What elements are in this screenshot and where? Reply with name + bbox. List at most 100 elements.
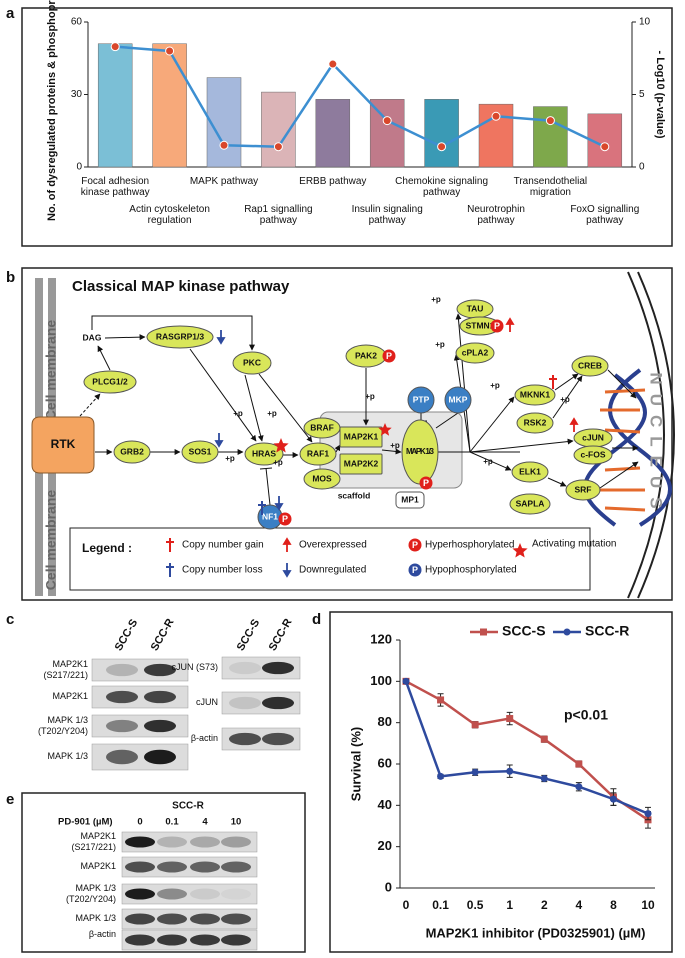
node bbox=[565, 479, 601, 501]
arrow bbox=[258, 373, 313, 443]
node bbox=[299, 442, 337, 466]
phospho-label: +p bbox=[225, 454, 235, 463]
arrow bbox=[79, 393, 101, 417]
copy-loss-mark bbox=[258, 501, 266, 515]
phospho-label: +p bbox=[490, 381, 500, 390]
hyperphospho-badge bbox=[382, 349, 396, 363]
phospho-label: +p bbox=[431, 295, 441, 304]
legend-copy-gain bbox=[166, 538, 174, 552]
blot-band-signal bbox=[190, 913, 220, 925]
node-label: PTP bbox=[413, 394, 430, 404]
dose-label: 4 bbox=[202, 817, 208, 828]
legend-marker bbox=[563, 628, 571, 636]
hyperphospho-badge bbox=[490, 319, 504, 333]
y-tick-label: 0 bbox=[76, 162, 82, 173]
blot-band-signal bbox=[157, 934, 187, 946]
bar bbox=[424, 99, 459, 168]
x-tick-label: Rap1 signalling pathway bbox=[244, 204, 313, 226]
blot-band-signal bbox=[157, 888, 187, 900]
marker bbox=[540, 735, 548, 743]
overexpressed-arrow bbox=[569, 417, 579, 432]
hyperphospho-badge bbox=[278, 512, 292, 526]
x-tick-label: 10 bbox=[641, 898, 655, 912]
y2-tick-label: 0 bbox=[639, 162, 645, 173]
blot-band-signal bbox=[221, 888, 251, 900]
blot-band-signal bbox=[190, 934, 220, 946]
blot-band-signal bbox=[221, 913, 251, 925]
p-value-marker bbox=[545, 116, 555, 126]
y-axis-label: No. of dysregulated proteins & phosphopr… bbox=[46, 0, 58, 221]
node-label: MAPK 1/3 bbox=[406, 447, 435, 456]
node bbox=[509, 493, 551, 515]
arrow bbox=[547, 477, 567, 487]
panel-b-frame bbox=[21, 267, 673, 601]
node-label: MKP bbox=[449, 394, 468, 404]
legend-hypophospho bbox=[408, 563, 422, 577]
x-tick-label: Chemokine signaling pathway bbox=[395, 176, 489, 198]
blot-band bbox=[121, 831, 258, 853]
p-value-line bbox=[115, 45, 606, 149]
marker bbox=[609, 795, 617, 803]
node-label: TAU bbox=[467, 303, 484, 313]
x-tick-label: Transendothelial migration bbox=[513, 176, 588, 198]
node-label: HRAS bbox=[252, 448, 276, 458]
x-tick-label: Focal adhesion kinase pathway bbox=[80, 176, 150, 198]
hyperphospho-badge-label: P bbox=[282, 514, 288, 524]
node bbox=[339, 426, 383, 448]
legend-title: Legend : bbox=[82, 541, 132, 555]
blot-band-signal bbox=[144, 749, 176, 765]
node-label: GRB2 bbox=[120, 446, 144, 456]
node-label: SRF bbox=[575, 484, 592, 494]
panel-d-frame bbox=[329, 611, 673, 953]
y-tick-label: 100 bbox=[370, 673, 392, 688]
node bbox=[511, 461, 549, 483]
copy-gain-mark bbox=[549, 375, 557, 389]
panel-label: c bbox=[6, 611, 14, 628]
marker bbox=[540, 774, 548, 782]
arrow bbox=[469, 451, 512, 471]
blot-row-label: MAPK 1/3 (T202/Y204) bbox=[65, 883, 116, 904]
x-tick-label: 0.5 bbox=[467, 898, 484, 912]
blot-band-signal bbox=[157, 861, 187, 873]
node bbox=[146, 325, 214, 349]
blot-band-signal bbox=[262, 661, 294, 675]
marker bbox=[644, 810, 652, 818]
legend-label: SCC-S bbox=[502, 623, 546, 639]
node-label: MAP2K1 bbox=[344, 431, 379, 441]
node bbox=[407, 386, 435, 414]
blot-row-label: MAP2K1 (S217/221) bbox=[71, 831, 116, 852]
node bbox=[113, 440, 151, 464]
x-tick-label: Insulin signaling pathway bbox=[351, 204, 423, 226]
legend-item: Copy number loss bbox=[182, 565, 263, 576]
overexpressed-arrow bbox=[505, 317, 515, 332]
survival-line bbox=[404, 680, 649, 815]
blot-band-signal bbox=[125, 934, 155, 946]
node bbox=[455, 342, 495, 364]
node-label: BRAF bbox=[310, 422, 334, 432]
blot-band bbox=[121, 908, 258, 930]
downregulated-arrow bbox=[214, 433, 224, 448]
blot-band-signal bbox=[190, 888, 220, 900]
node bbox=[244, 442, 284, 466]
x-tick-label: 2 bbox=[541, 898, 548, 912]
nuclear-envelope bbox=[627, 271, 675, 599]
blot-row-label: cJUN bbox=[196, 697, 218, 707]
x-tick-label: 1 bbox=[506, 898, 513, 912]
bar bbox=[97, 43, 133, 168]
arrow bbox=[97, 345, 111, 371]
marker bbox=[575, 783, 583, 791]
phospho-label: +p bbox=[560, 395, 570, 404]
arrow bbox=[189, 348, 257, 442]
marker bbox=[471, 768, 479, 776]
x-tick-label: Neurotrophin pathway bbox=[467, 204, 525, 226]
blot-row-label: cJUN (S73) bbox=[171, 662, 218, 672]
phospho-label: +p bbox=[390, 441, 400, 450]
blot-row-label: MAPK 1/3 bbox=[75, 913, 116, 923]
mutation-star bbox=[273, 438, 289, 453]
legend-hyperphospho bbox=[408, 538, 422, 552]
node-label: MOS bbox=[312, 473, 332, 483]
y-tick-label: 0 bbox=[385, 879, 392, 894]
legend-item: Hypophosphorylated bbox=[425, 565, 517, 576]
x-tick-label: ERBB pathway bbox=[299, 176, 367, 187]
node-label: DAG bbox=[83, 332, 102, 342]
